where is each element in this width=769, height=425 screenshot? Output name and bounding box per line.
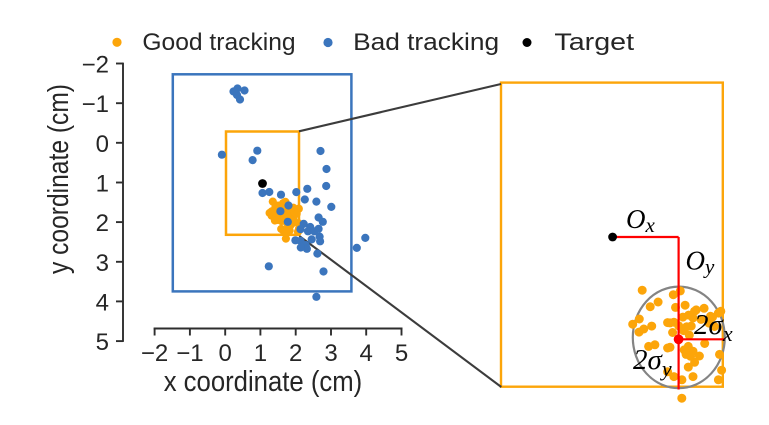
svg-text:y coordinate (cm): y coordinate (cm) bbox=[43, 84, 75, 274]
svg-text:5: 5 bbox=[395, 340, 408, 367]
svg-text:−1: −1 bbox=[176, 340, 203, 367]
svg-text:4: 4 bbox=[96, 289, 109, 316]
svg-text:4: 4 bbox=[360, 340, 373, 367]
svg-text:−2: −2 bbox=[82, 52, 109, 79]
svg-text:−1: −1 bbox=[82, 91, 109, 118]
svg-text:3: 3 bbox=[96, 250, 109, 277]
svg-text:1: 1 bbox=[96, 171, 109, 198]
svg-text:x coordinate (cm): x coordinate (cm) bbox=[164, 366, 363, 398]
svg-text:1: 1 bbox=[254, 340, 267, 367]
svg-text:0: 0 bbox=[96, 131, 109, 158]
svg-text:Good tracking: Good tracking bbox=[142, 29, 295, 56]
svg-text:3: 3 bbox=[324, 340, 337, 367]
svg-text:Bad tracking: Bad tracking bbox=[353, 29, 499, 56]
svg-text:0: 0 bbox=[219, 340, 232, 367]
svg-text:2: 2 bbox=[96, 210, 109, 237]
svg-text:Target: Target bbox=[554, 29, 634, 56]
svg-text:−2: −2 bbox=[141, 340, 168, 367]
svg-text:5: 5 bbox=[96, 329, 109, 356]
svg-text:2: 2 bbox=[289, 340, 302, 367]
